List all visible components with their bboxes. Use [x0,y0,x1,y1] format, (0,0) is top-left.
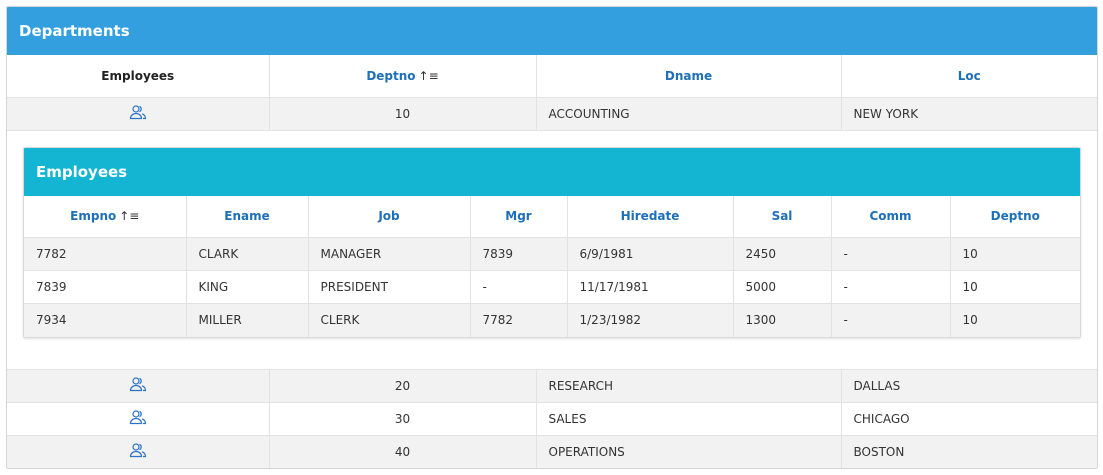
loc-cell: NEW YORK [841,97,1097,131]
employees-link-cell [7,97,270,131]
loc-cell: DALLAS [841,369,1097,403]
ename-cell: MILLER [186,303,309,337]
emp-deptno-cell: 10 [950,237,1080,271]
col-header-ename[interactable]: Ename [186,195,309,238]
table-row: 20 RESEARCH DALLAS [7,369,1097,403]
table-row: 7782 CLARK MANAGER 7839 6/9/1981 2450 - … [24,237,1080,271]
comm-cell: - [831,303,951,337]
mgr-cell: 7782 [470,303,568,337]
employees-region: Employees Empno ↑≡ Ename Job [23,146,1081,338]
job-cell: CLERK [308,303,471,337]
departments-region-title: Departments [7,7,1097,55]
table-row: 30 SALES CHICAGO [7,402,1097,436]
col-header-hiredate[interactable]: Hiredate [567,195,734,238]
sal-cell: 2450 [733,237,832,271]
sal-cell: 1300 [733,303,832,337]
loc-cell: BOSTON [841,435,1097,468]
dname-cell: ACCOUNTING [536,97,842,131]
empno-cell: 7934 [24,303,187,337]
employees-region-title: Employees [24,147,1080,196]
hiredate-cell: 1/23/1982 [567,303,734,337]
emp-deptno-cell: 10 [950,303,1080,337]
comm-cell: - [831,237,951,271]
empno-cell: 7782 [24,237,187,271]
hiredate-cell: 11/17/1981 [567,270,734,304]
detail-cell: Employees Empno ↑≡ Ename Job [7,130,1097,370]
table-row: 10 ACCOUNTING NEW YORK [7,97,1097,131]
job-cell: MANAGER [308,237,471,271]
employees-link-cell [7,402,270,436]
col-header-employees: Employees [7,55,270,98]
sort-ascending-icon: ↑≡ [418,68,439,83]
ename-cell: CLARK [186,237,309,271]
col-header-comm[interactable]: Comm [831,195,951,238]
deptno-cell: 10 [269,97,537,131]
departments-header-row: Employees Deptno ↑≡ Dname Loc [7,55,1097,98]
dname-cell: RESEARCH [536,369,842,403]
departments-region: Departments Employees Deptno ↑≡ Dname Loc… [6,6,1098,469]
col-header-empno[interactable]: Empno ↑≡ [24,195,187,238]
job-cell: PRESIDENT [308,270,471,304]
ename-cell: KING [186,270,309,304]
users-icon[interactable] [129,104,147,123]
employees-header-row: Empno ↑≡ Ename Job Mgr Hiredate Sal Comm … [24,195,1080,238]
col-header-deptno-label: Deptno [366,68,416,83]
mgr-cell: - [470,270,568,304]
col-header-loc[interactable]: Loc [841,55,1097,98]
col-header-job[interactable]: Job [308,195,471,238]
col-header-dname[interactable]: Dname [536,55,842,98]
emp-deptno-cell: 10 [950,270,1080,304]
departments-table: Employees Deptno ↑≡ Dname Loc 10 ACCOUNTI… [7,55,1097,468]
dname-cell: SALES [536,402,842,436]
table-row: 40 OPERATIONS BOSTON [7,435,1097,468]
users-icon[interactable] [129,442,147,461]
col-header-mgr[interactable]: Mgr [470,195,568,238]
users-icon[interactable] [129,409,147,428]
mgr-cell: 7839 [470,237,568,271]
col-header-empno-label: Empno [70,209,117,224]
deptno-cell: 40 [269,435,537,468]
col-header-sal[interactable]: Sal [733,195,832,238]
sort-ascending-icon: ↑≡ [119,209,140,224]
detail-row: Employees Empno ↑≡ Ename Job [7,130,1097,370]
comm-cell: - [831,270,951,304]
employees-link-cell [7,369,270,403]
employees-link-cell [7,435,270,468]
table-row: 7934 MILLER CLERK 7782 1/23/1982 1300 - … [24,303,1080,337]
users-icon[interactable] [129,376,147,395]
loc-cell: CHICAGO [841,402,1097,436]
col-header-deptno[interactable]: Deptno ↑≡ [269,55,537,98]
deptno-cell: 20 [269,369,537,403]
employees-table: Empno ↑≡ Ename Job Mgr Hiredate Sal Comm … [24,195,1080,337]
hiredate-cell: 6/9/1981 [567,237,734,271]
deptno-cell: 30 [269,402,537,436]
col-header-emp-deptno[interactable]: Deptno [950,195,1080,238]
table-row: 7839 KING PRESIDENT - 11/17/1981 5000 - … [24,270,1080,304]
dname-cell: OPERATIONS [536,435,842,468]
sal-cell: 5000 [733,270,832,304]
empno-cell: 7839 [24,270,187,304]
